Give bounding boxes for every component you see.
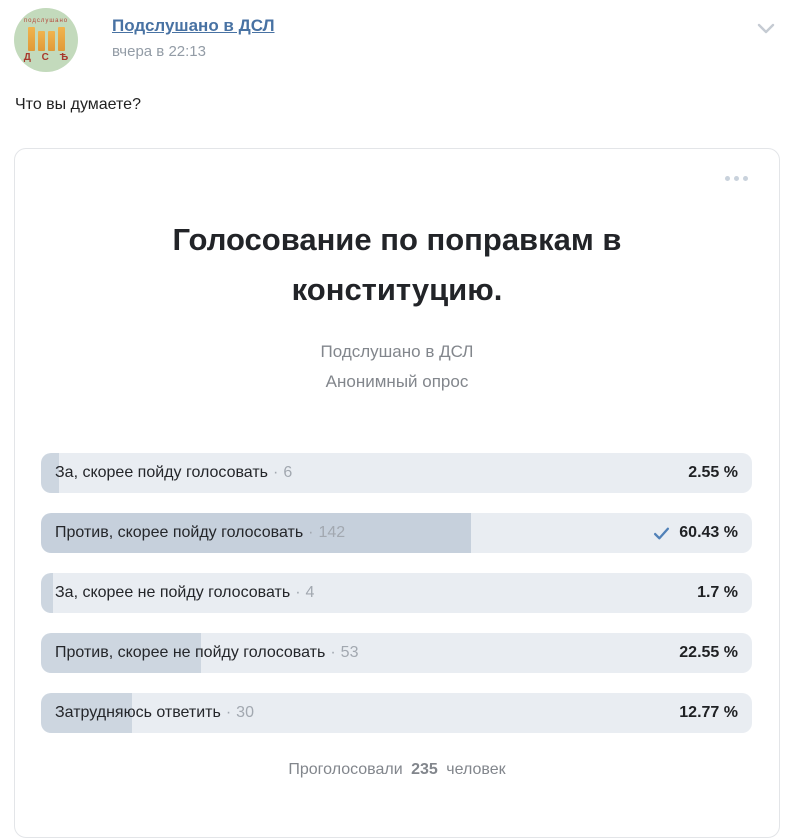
poll-option-separator: ·	[330, 644, 336, 661]
post-timestamp: вчера в 22:13	[112, 43, 206, 60]
voted-prefix: Проголосовали	[288, 761, 403, 778]
poll-title: Голосование по поправкам в конституцию.	[172, 222, 622, 307]
poll-option-separator: ·	[273, 464, 279, 481]
poll-option-fill-bar	[41, 633, 202, 673]
poll-footer: Проголосовали 235 человек	[15, 761, 779, 779]
poll-option-fill-bar	[41, 693, 132, 733]
voted-count: 235	[411, 761, 438, 778]
poll-option-percent: 2.55 %	[688, 464, 738, 481]
voted-suffix: человек	[446, 761, 506, 778]
poll-option[interactable]: За, скорее не пойду голосовать · 4 1.7 %	[41, 573, 752, 613]
poll-option-label: За, скорее пойду голосовать	[55, 464, 269, 481]
poll-option[interactable]: За, скорее пойду голосовать · 6 2.55 %	[41, 453, 752, 493]
poll-subtitle-author: Подслушано в ДСЛ	[320, 342, 474, 361]
chevron-down-icon[interactable]	[752, 14, 780, 42]
poll-option-separator: ·	[225, 704, 232, 721]
poll-option-label: Затрудняюсь ответить	[55, 704, 221, 721]
poll-card: Голосование по поправкам в конституцию. …	[14, 148, 780, 838]
poll-option-percent: 1.7 %	[697, 584, 738, 601]
group-avatar[interactable]: подслушано Д С Ѣ	[14, 8, 78, 72]
poll-option[interactable]: Против, скорее пойду голосовать · 142 60…	[41, 513, 752, 553]
poll-option-votes: 4	[305, 584, 315, 601]
poll-option-fill-bar	[41, 453, 60, 493]
poll-option-votes: 6	[283, 464, 293, 481]
poll-option-separator: ·	[308, 524, 314, 541]
check-icon	[653, 525, 670, 542]
poll-option[interactable]: Затрудняюсь ответить · 30 12.77 %	[41, 693, 752, 733]
group-name-link[interactable]: Подслушано в ДСЛ	[112, 16, 275, 35]
poll-option-separator: ·	[295, 584, 301, 601]
avatar-bottom-text: Д С Ѣ	[23, 52, 73, 63]
ellipsis-menu-icon[interactable]	[721, 172, 752, 185]
poll-option-fill-bar	[41, 513, 471, 553]
poll-option-percent: 22.55 %	[679, 644, 738, 661]
poll-option-votes: 142	[318, 524, 346, 541]
poll-option-votes: 30	[236, 704, 254, 721]
poll-option[interactable]: Против, скорее не пойду голосовать · 53 …	[41, 633, 752, 673]
poll-option-percent: 60.43 %	[679, 524, 738, 541]
poll-option-label: Против, скорее не пойду голосовать	[55, 644, 326, 661]
poll-subtitle-type: Анонимный опрос	[325, 372, 469, 391]
post-text: Что вы думаете?	[15, 96, 141, 113]
poll-option-percent: 12.77 %	[679, 704, 738, 721]
poll-subtitle: Подслушано в ДСЛ Анонимный опрос	[15, 337, 779, 397]
poll-option-label: За, скорее не пойду голосовать	[55, 584, 291, 601]
poll-option-votes: 53	[340, 644, 359, 661]
avatar-top-text: подслушано	[23, 18, 69, 24]
poll-option-label: Против, скорее пойду голосовать	[55, 524, 304, 541]
post-header: подслушано Д С Ѣ Подслушано в ДСЛ вчера …	[0, 0, 794, 72]
poll-option-fill-bar	[41, 573, 54, 613]
building-illustration	[24, 27, 68, 51]
post-header-meta: Подслушано в ДСЛ вчера в 22:13	[112, 8, 275, 60]
poll-options-list: За, скорее пойду голосовать · 6 2.55 % П…	[41, 453, 752, 733]
